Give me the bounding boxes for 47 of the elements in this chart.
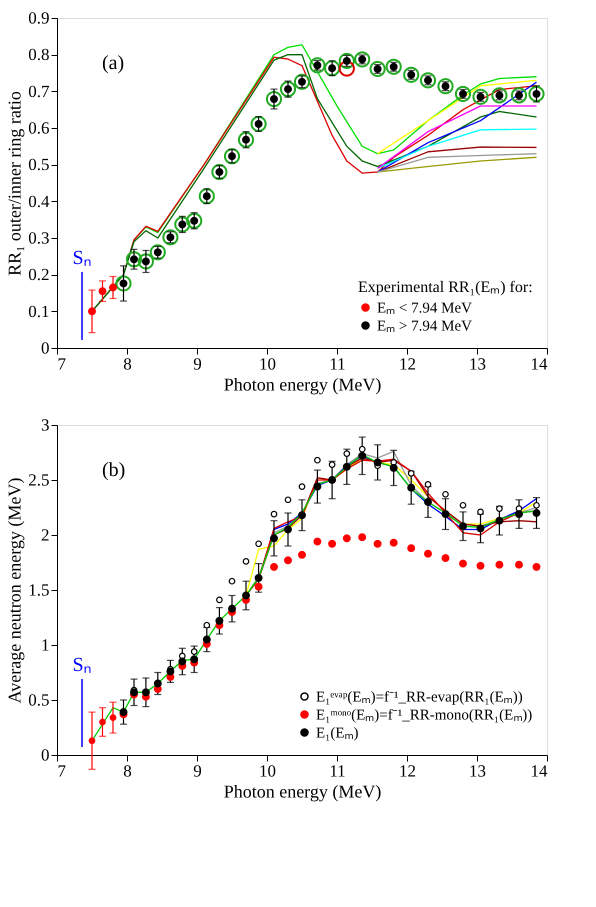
annotation: (a) [102, 52, 124, 74]
y-tick-label: 2 [41, 526, 50, 544]
legend-label: Eₘ < 7.94 MeV [377, 300, 472, 316]
legend-label: E₁ᵐᵒⁿᵒ(Eₘ)=f⁻¹_RR-mono(RR₁(Eₘ)) [316, 708, 532, 724]
x-tick-label: 10 [259, 354, 276, 374]
y-tick-label: 0.3 [28, 228, 50, 248]
annotation: Sₙ [72, 247, 92, 269]
y-tick-label: 0.8 [28, 45, 50, 64]
x-tick-label: 8 [123, 762, 132, 780]
y-tick-label: 3 [41, 416, 50, 434]
y-tick-label: 0.5 [28, 690, 50, 710]
y-tick-label: 0 [41, 338, 50, 358]
x-axis-title: Photon energy (MeV) [224, 374, 382, 394]
y-tick-label: 1 [41, 636, 50, 654]
legend-label: E₁(Eₘ) [316, 726, 359, 742]
x-tick-label: 12 [399, 354, 416, 374]
x-tick-label: 7 [58, 762, 66, 780]
x-tick-label: 14 [530, 354, 548, 374]
y-tick-label: 0.5 [28, 155, 50, 174]
x-tick-label: 8 [123, 354, 132, 374]
x-axis-title: Photon energy (MeV) [224, 782, 382, 802]
y-axis-title: RR₁ outer/inner ring ratio [4, 91, 24, 276]
x-tick-label: 12 [399, 762, 416, 780]
legend-label: Eₘ > 7.94 MeV [377, 318, 472, 334]
legend-title: Experimental RR₁(Eₘ) for: [358, 279, 533, 296]
y-tick-label: 0.6 [28, 118, 50, 138]
y-tick-label: 0.2 [28, 265, 50, 284]
x-tick-label: 14 [530, 762, 548, 780]
y-tick-label: 2.5 [28, 470, 50, 490]
y-tick-label: 0.9 [28, 8, 50, 28]
annotation: (b) [102, 459, 126, 481]
x-tick-label: 9 [193, 354, 202, 374]
annotation: Sₙ [72, 654, 92, 676]
y-tick-label: 0.1 [28, 302, 50, 321]
x-tick-label: 10 [259, 762, 276, 780]
x-tick-label: 11 [329, 762, 346, 780]
x-tick-label: 13 [469, 354, 486, 374]
x-tick-label: 9 [193, 762, 202, 780]
y-tick-label: 0.7 [28, 82, 50, 101]
y-tick-label: 0.4 [28, 192, 50, 211]
x-tick-label: 11 [329, 354, 346, 374]
x-tick-label: 7 [58, 354, 66, 374]
y-tick-label: 0 [41, 746, 50, 764]
y-axis-title: Average neutron energy (MeV) [4, 478, 24, 704]
legend-label: E₁ᵉᵛᵃᵖ(Eₘ)=f⁻¹_RR-evap(RR₁(Eₘ)) [316, 690, 523, 706]
y-tick-label: 1.5 [28, 580, 50, 600]
x-tick-label: 13 [469, 762, 486, 780]
